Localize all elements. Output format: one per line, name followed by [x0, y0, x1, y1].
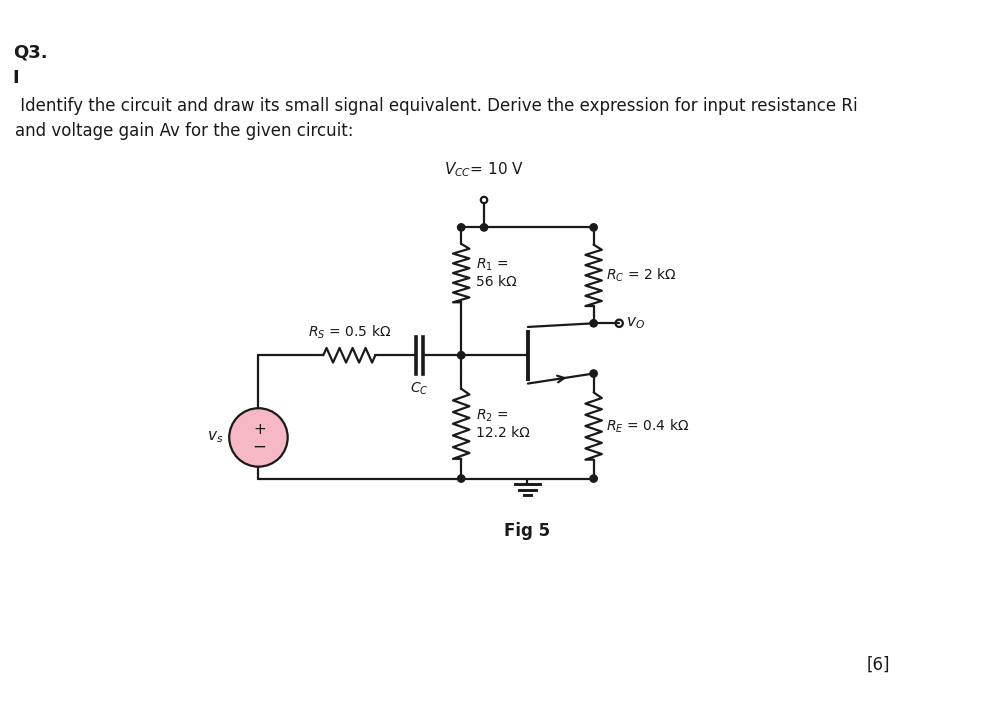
- Text: $R_2$ =
12.2 kΩ: $R_2$ = 12.2 kΩ: [475, 407, 529, 440]
- Text: −: −: [252, 437, 266, 455]
- Circle shape: [589, 319, 596, 327]
- Circle shape: [589, 370, 596, 377]
- Text: Identify the circuit and draw its small signal equivalent. Derive the expression: Identify the circuit and draw its small …: [15, 97, 857, 115]
- Text: $v_O$: $v_O$: [625, 316, 644, 331]
- Circle shape: [457, 224, 464, 231]
- Text: I: I: [13, 69, 20, 87]
- Circle shape: [480, 224, 487, 231]
- Text: $R_C$ = 2 kΩ: $R_C$ = 2 kΩ: [605, 266, 676, 284]
- Text: and voltage gain Av for the given circuit:: and voltage gain Av for the given circui…: [15, 122, 353, 140]
- Text: $v_s$: $v_s$: [207, 430, 224, 445]
- Text: $R_1$ =
56 kΩ: $R_1$ = 56 kΩ: [475, 257, 516, 289]
- Text: [6]: [6]: [866, 656, 890, 674]
- Text: $R_E$ = 0.4 kΩ: $R_E$ = 0.4 kΩ: [605, 417, 689, 435]
- Circle shape: [457, 352, 464, 359]
- Circle shape: [589, 475, 596, 482]
- Circle shape: [589, 224, 596, 231]
- Text: Q3.: Q3.: [13, 44, 48, 62]
- Text: $C_C$: $C_C$: [410, 381, 428, 397]
- Circle shape: [229, 408, 287, 467]
- Text: $R_S$ = 0.5 kΩ: $R_S$ = 0.5 kΩ: [307, 323, 391, 341]
- Text: $V_{CC}$= 10 V: $V_{CC}$= 10 V: [443, 160, 524, 179]
- Circle shape: [457, 475, 464, 482]
- Text: +: +: [252, 422, 265, 437]
- Text: Fig 5: Fig 5: [504, 523, 550, 541]
